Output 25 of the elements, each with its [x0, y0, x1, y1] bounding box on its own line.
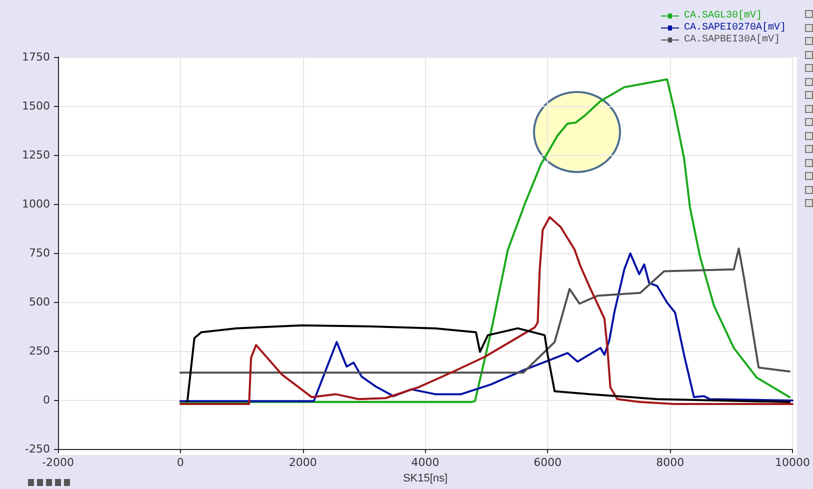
line-series [179, 78, 791, 404]
x-tick-label: 8000 [656, 456, 684, 470]
line-series [179, 252, 794, 402]
line-series [179, 248, 791, 374]
x-axis-title: SK15[ns] [402, 472, 448, 484]
y-tick-label: 500 [29, 296, 50, 309]
legend-label: CA.SAGL30[mV] [684, 10, 762, 22]
legend-label: CA.SAPEI0270A[mV] [684, 22, 786, 34]
y-tick-label: 250 [29, 344, 50, 358]
x-tick-label: 0 [176, 456, 184, 470]
y-tick-label: 1000 [22, 198, 50, 211]
x-tick-label: 4000 [411, 456, 440, 470]
y-tick-label: 1500 [22, 100, 50, 113]
x-tick-label: 2000 [288, 456, 317, 470]
line-series [179, 216, 794, 406]
y-tick-label: 750 [29, 246, 50, 260]
line-series [186, 324, 791, 404]
y-tick-label: 0 [43, 394, 50, 407]
legend-label: CA.SAPBEI30A[mV] [684, 34, 780, 46]
x-tick-label: 6000 [534, 456, 562, 470]
x-tick-label: 10000 [775, 456, 810, 470]
y-tick-label: 1250 [22, 148, 50, 162]
x-tick-label: -2000 [42, 456, 74, 470]
y-tick-label: 1750 [22, 50, 50, 64]
y-tick-label: -250 [25, 442, 50, 456]
